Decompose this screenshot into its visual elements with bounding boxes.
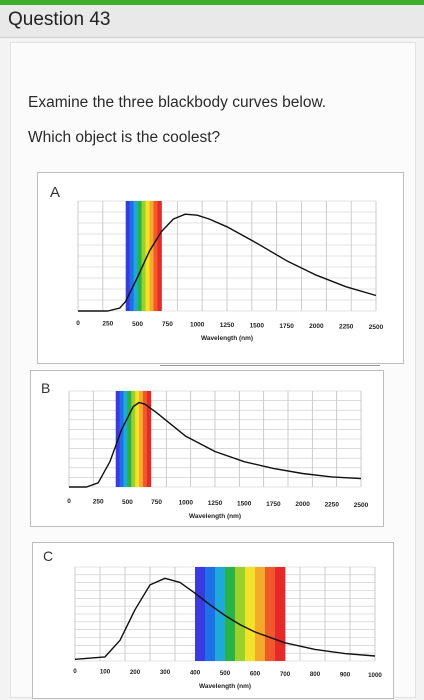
chart-letter-label: C <box>43 548 53 564</box>
tick-labels: 0 100 200 300 400 500 600 700 800 900 1000 <box>73 668 382 679</box>
spectrum-stripe <box>146 391 152 487</box>
x-tick-label: 0 <box>67 498 71 505</box>
x-tick-label: 2500 <box>354 502 369 509</box>
question-title: Question 43 <box>8 9 111 30</box>
x-tick-label: 1500 <box>237 500 252 507</box>
x-tick-label: 500 <box>122 499 133 506</box>
x-tick-label: 2000 <box>309 323 324 330</box>
spectrum-stripe <box>215 567 226 661</box>
blackbody-curve <box>69 401 362 488</box>
visible-spectrum-band <box>125 201 162 311</box>
header-accent-bar <box>0 0 424 5</box>
tick-labels: 0 250 500 750 1000 1250 1500 1750 2000 2250 2500 <box>76 320 383 331</box>
chart-card-a: A 0 250 500 750 1000 1250 1500 1750 2000 2250 2500 W… <box>37 172 404 364</box>
tick-labels: 0 250 500 750 1000 1250 1500 1750 2000 2250 2500 <box>67 498 368 509</box>
x-tick-label: 1750 <box>266 501 281 508</box>
spectrum-stripe <box>119 391 124 487</box>
x-tick-label: 500 <box>220 670 231 677</box>
spectrum-stripe <box>142 391 148 487</box>
x-tick-label: 100 <box>100 668 111 675</box>
x-tick-label: 1000 <box>368 672 382 679</box>
x-tick-label: 200 <box>130 669 141 676</box>
x-tick-label: 400 <box>190 670 201 677</box>
x-axis-label: Wavelength (nm) <box>189 513 241 520</box>
spectrum-stripe <box>133 201 138 311</box>
x-tick-label: 750 <box>151 499 162 506</box>
gridlines <box>68 390 362 488</box>
spectrum-stripe <box>245 567 256 661</box>
blackbody-chart-b: B 0 250 500 750 1000 1250 1500 1750 2000 2250 2500 W… <box>41 380 369 520</box>
x-tick-label: 700 <box>280 671 291 678</box>
spectrum-stripe <box>135 391 140 487</box>
spectrum-stripe <box>157 201 162 311</box>
spectrum-stripe <box>149 201 154 311</box>
spectrum-stripe <box>131 391 136 487</box>
x-axis-label: Wavelength (nm) <box>201 335 253 342</box>
spectrum-stripe <box>139 391 144 487</box>
x-tick-label: 750 <box>162 321 173 328</box>
x-tick-label: 900 <box>340 672 351 679</box>
x-tick-label: 500 <box>132 321 143 328</box>
x-tick-label: 2250 <box>339 324 354 331</box>
x-tick-label: 600 <box>250 670 261 677</box>
gridlines <box>77 200 377 312</box>
x-tick-label: 2250 <box>325 502 340 509</box>
x-tick-label: 1000 <box>190 322 205 329</box>
chart-card-c: C 0 100 200 300 400 500 600 700 800 900 1000 Wavelen… <box>32 542 394 699</box>
visible-spectrum-band <box>195 567 286 661</box>
x-tick-label: 250 <box>93 498 104 505</box>
spectrum-stripe <box>205 567 216 661</box>
blackbody-curve <box>78 213 377 312</box>
chart-card-b: B 0 250 500 750 1000 1250 1500 1750 2000 2250 2500 W… <box>30 370 384 527</box>
question-header: Question 43 <box>0 5 424 38</box>
prompt-text: Examine the three blackbody curves below… <box>28 94 327 111</box>
spectrum-stripe <box>225 567 236 661</box>
x-tick-label: 2500 <box>369 324 384 331</box>
spectrum-stripe <box>127 391 132 487</box>
x-axis-label: Wavelength (nm) <box>199 683 251 690</box>
x-tick-label: 0 <box>73 668 77 675</box>
question-text: Which object is the coolest? <box>28 129 221 146</box>
x-tick-label: 2000 <box>295 501 310 508</box>
spectrum-stripe <box>137 201 142 311</box>
spectrum-stripe <box>275 567 286 661</box>
spectrum-stripe <box>235 567 246 661</box>
spectrum-stripe <box>141 201 146 311</box>
spectrum-stripe <box>265 567 276 661</box>
blackbody-chart-a: A 0 250 500 750 1000 1250 1500 1750 2000 2250 2500 W… <box>50 184 384 342</box>
spectrum-stripe <box>125 201 131 311</box>
x-tick-label: 1250 <box>220 322 235 329</box>
spectrum-stripe <box>129 201 135 311</box>
chart-letter-label: A <box>50 184 60 201</box>
spectrum-stripe <box>123 391 128 487</box>
chart-letter-label: B <box>41 380 50 396</box>
x-tick-label: 800 <box>310 671 321 678</box>
divider <box>160 365 380 366</box>
x-tick-label: 1250 <box>208 500 223 507</box>
x-tick-label: 0 <box>76 320 80 327</box>
x-tick-label: 1000 <box>179 500 194 507</box>
spectrum-stripe <box>255 567 266 661</box>
spectrum-stripe <box>153 201 158 311</box>
blackbody-curve <box>74 577 376 660</box>
x-tick-label: 1750 <box>279 323 294 330</box>
x-tick-label: 300 <box>160 669 171 676</box>
x-tick-label: 1500 <box>250 322 265 329</box>
x-tick-label: 250 <box>102 320 113 327</box>
blackbody-chart-c: C 0 100 200 300 400 500 600 700 800 900 1000 Wavelen… <box>43 548 382 690</box>
spectrum-stripe <box>195 567 206 661</box>
